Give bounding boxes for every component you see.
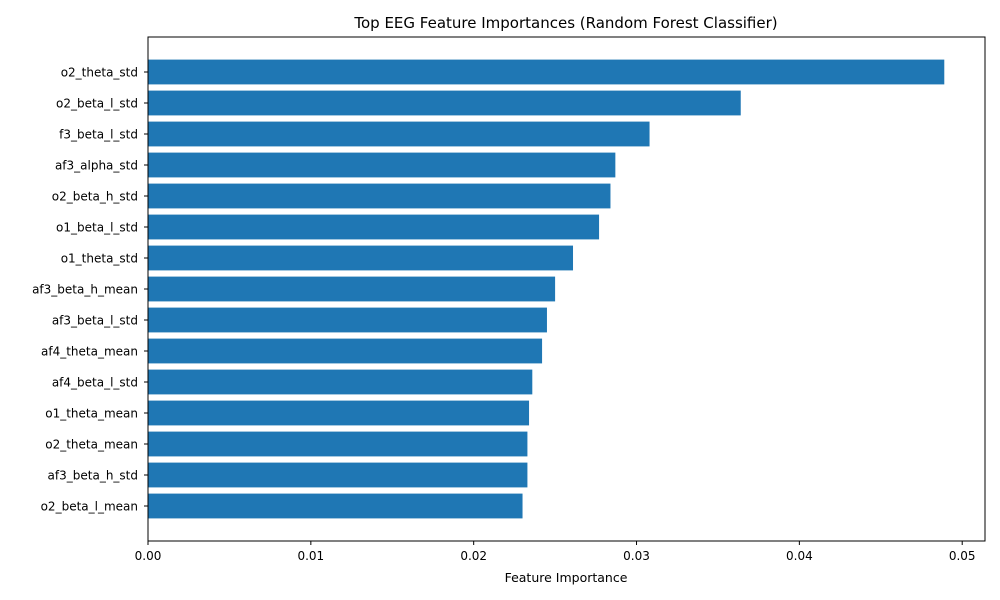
y-tick-label: af4_theta_mean (41, 345, 138, 359)
y-tick-label: o1_beta_l_std (56, 221, 138, 235)
bar-f3-beta-l-std (148, 121, 650, 147)
bar-af3-beta-l-std (148, 307, 547, 333)
bar-o1-theta-mean (148, 400, 530, 426)
x-tick-label: 0.03 (623, 549, 650, 563)
bar-o1-beta-l-std (148, 214, 600, 240)
y-tick-label: f3_beta_l_std (59, 128, 138, 142)
x-tick-label: 0.02 (460, 549, 487, 563)
bar-o2-theta-mean (148, 431, 528, 457)
y-tick-label: af3_beta_h_std (48, 469, 138, 483)
bar-af4-theta-mean (148, 338, 543, 364)
y-tick-label: af4_beta_l_std (52, 376, 138, 390)
x-tick-label: 0.04 (786, 549, 813, 563)
bar-o2-beta-h-std (148, 183, 611, 209)
y-tick-label: af3_beta_h_mean (32, 283, 138, 297)
chart-title: Top EEG Feature Importances (Random Fore… (353, 14, 777, 32)
y-tick-label: o2_theta_mean (45, 438, 138, 452)
bar-af3-beta-h-std (148, 462, 528, 488)
y-tick-label: o2_beta_h_std (52, 190, 138, 204)
bar-af4-beta-l-std (148, 369, 533, 395)
y-tick-label: o2_theta_std (61, 66, 138, 80)
bar-o2-theta-std (148, 59, 945, 85)
x-axis-label: Feature Importance (505, 570, 628, 585)
bar-af3-beta-h-mean (148, 276, 556, 302)
bar-af3-alpha-std (148, 152, 616, 178)
y-tick-label: o1_theta_std (61, 252, 138, 266)
y-tick-label: o1_theta_mean (45, 407, 138, 421)
x-ticks: 0.00 0.01 0.02 0.03 0.04 0.05 (135, 541, 976, 563)
y-tick-label: af3_beta_l_std (52, 314, 138, 328)
bar-o1-theta-std (148, 245, 574, 271)
x-tick-label: 0.00 (135, 549, 162, 563)
plot-frame (147, 36, 986, 542)
y-tick-label: o2_beta_l_std (56, 97, 138, 111)
y-tick-label: o2_beta_l_mean (41, 500, 138, 514)
bar-o2-beta-l-std (148, 90, 741, 116)
y-tick-label: af3_alpha_std (55, 159, 138, 173)
y-tick-labels: o2_theta_std o2_beta_l_std f3_beta_l_stdaf… (32, 66, 148, 514)
x-tick-label: 0.01 (297, 549, 324, 563)
x-tick-label: 0.05 (949, 549, 976, 563)
bars-group (148, 59, 945, 519)
bar-o2-beta-l-mean (148, 493, 523, 519)
